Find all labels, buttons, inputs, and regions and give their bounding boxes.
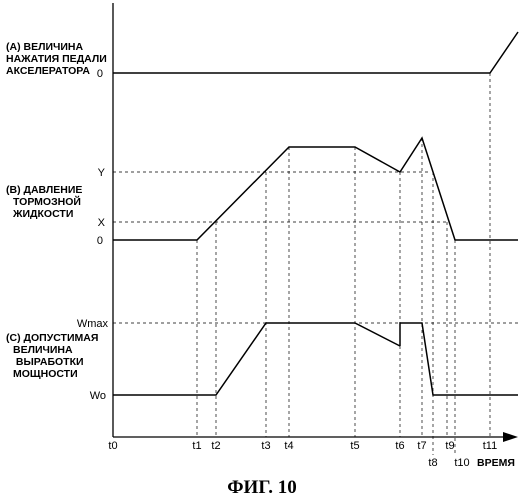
power-limit-trace-2 — [400, 323, 518, 395]
panel-a-zero: 0 — [97, 68, 103, 80]
panel-b-zero: 0 — [97, 235, 103, 247]
accelerator-trace — [113, 32, 518, 73]
time-label-t4: t4 — [284, 440, 293, 452]
power-limit-trace-1 — [113, 323, 400, 395]
panel-a-line-1: (A) ВЕЛИЧИНА — [6, 41, 84, 53]
panel-b-line-3: ЖИДКОСТИ — [12, 208, 73, 220]
panel-b-line-2: ТОРМОЗНОЙ — [13, 195, 81, 208]
panel-c-line-4: МОЩНОСТИ — [13, 368, 78, 380]
time-label-t3: t3 — [261, 440, 270, 452]
level-wo-label: Wo — [90, 390, 106, 402]
level-wmax-label: Wmax — [77, 318, 109, 330]
level-x-label: X — [98, 217, 106, 229]
panel-c-line-1: (C) ДОПУСТИМАЯ — [6, 332, 98, 344]
panel-c-line-3: ВЫРАБОТКИ — [13, 356, 84, 368]
time-label-t1: t1 — [192, 440, 201, 452]
panel-b-line-1: (B) ДАВЛЕНИЕ — [6, 184, 82, 196]
panel-c-label: (C) ДОПУСТИМАЯ ВЕЛИЧИНА ВЫРАБОТКИ МОЩНОС… — [6, 332, 101, 380]
panel-c-line-2: ВЕЛИЧИНА — [13, 344, 73, 356]
time-axis-arrowhead — [503, 432, 518, 442]
time-label-t8: t8 — [428, 457, 437, 469]
time-label-t5: t5 — [350, 440, 359, 452]
time-label-t2: t2 — [211, 440, 220, 452]
time-label-t9: t9 — [445, 440, 454, 452]
panel-b-label: (B) ДАВЛЕНИЕ ТОРМОЗНОЙ ЖИДКОСТИ — [6, 184, 85, 220]
panel-a-label: (A) ВЕЛИЧИНА НАЖАТИЯ ПЕДАЛИ АКСЕЛЕРАТОРА — [6, 41, 110, 77]
time-labels: t0 t1 t2 t3 t4 t5 t6 t7 t8 t9 t10 t11 ВР… — [108, 440, 515, 469]
time-label-t0: t0 — [108, 440, 117, 452]
level-y-label: Y — [98, 167, 106, 179]
time-label-t6: t6 — [395, 440, 404, 452]
level-guide-lines — [113, 172, 518, 323]
figure-caption: ФИГ. 10 — [227, 477, 297, 498]
brake-pressure-trace — [113, 138, 518, 240]
time-label-t7: t7 — [417, 440, 426, 452]
time-guide-lines — [197, 73, 490, 455]
time-unit-label: ВРЕМЯ — [477, 457, 515, 469]
panel-a-line-2: НАЖАТИЯ ПЕДАЛИ — [6, 53, 107, 65]
time-label-t10: t10 — [454, 457, 469, 469]
panel-a-line-3: АКСЕЛЕРАТОРА — [6, 65, 90, 77]
time-label-t11: t11 — [483, 440, 497, 452]
